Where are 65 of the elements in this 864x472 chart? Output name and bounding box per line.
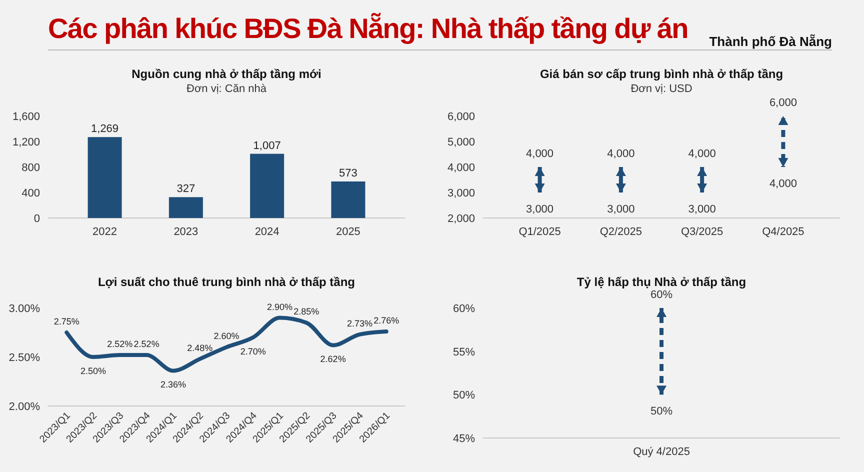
x-tick-label: Q1/2025 (518, 226, 561, 238)
chart-title: Lợi suất cho thuê trung bình nhà ở thấp tầng (98, 275, 356, 289)
data-label: 2.52% (134, 339, 160, 350)
data-label: 2.90% (267, 302, 293, 312)
bar (250, 154, 284, 218)
y-tick-label: 2.50% (8, 352, 40, 364)
annotation: 4,000 (769, 178, 797, 190)
text: Thành phố Đà Nẵng (709, 34, 832, 49)
chart-title: Giá bán sơ cấp trung bình nhà ở thấp tầng (540, 67, 784, 81)
data-label: 1,007 (253, 140, 281, 152)
data-label: 2.76% (374, 316, 400, 326)
data-label: 2.60% (214, 331, 240, 342)
chart-subtitle: Đơn vị: USD (630, 83, 692, 95)
data-label: 573 (339, 167, 358, 180)
data-label: 2.70% (240, 346, 266, 356)
y-tick-label: 3.00% (8, 303, 40, 315)
y-tick-label: 0 (34, 213, 40, 225)
bar (331, 181, 366, 218)
data-label: 2.73% (346, 318, 372, 328)
x-tick-label: 2023 (174, 226, 198, 238)
y-tick-label: 60% (452, 303, 476, 315)
y-tick-label: 400 (22, 188, 40, 200)
x-tick-label: Q3/2025 (680, 226, 724, 238)
chart-subtitle: Đơn vị: Căn nhà (186, 83, 268, 95)
x-tick-label: Q2/2025 (600, 226, 642, 238)
y-tick-label: 1,600 (12, 111, 40, 123)
y-tick-label: 2,000 (447, 213, 475, 225)
annotation: 4,000 (688, 148, 716, 160)
data-label: 2.52% (107, 339, 133, 350)
x-tick-label: Q4/2025 (762, 226, 804, 238)
y-tick-label: 4,000 (447, 162, 475, 174)
y-tick-label: 50% (452, 390, 476, 402)
annotation: 4,000 (607, 148, 635, 160)
annotation: 6,000 (769, 97, 797, 109)
bar (88, 137, 122, 218)
data-label: 2.36% (160, 380, 186, 390)
annotation: 3,000 (688, 204, 716, 216)
y-tick-label: 5,000 (447, 136, 475, 148)
data-label: 1,269 (91, 123, 119, 136)
x-tick-label: 2024 (254, 226, 280, 238)
y-tick-label: 800 (22, 162, 40, 174)
data-label: 2.85% (294, 306, 320, 317)
chart-title: Nguồn cung nhà ở thấp tầng mới (132, 67, 322, 81)
x-tick-label: 2022 (92, 226, 118, 238)
annotation: 3,000 (526, 204, 554, 216)
x-tick-label: Quý 4/2025 (633, 446, 690, 458)
text: Các phân khúc BĐS Đà Nẵng: Nhà thấp tầng dự án (48, 12, 688, 44)
y-tick-label: 45% (452, 433, 476, 445)
y-tick-label: 2.00% (8, 401, 40, 413)
y-tick-label: 1,200 (12, 136, 40, 148)
annotation: 4,000 (526, 148, 554, 160)
y-tick-label: 3,000 (447, 188, 475, 200)
annotation: 50% (650, 406, 673, 418)
data-label: 2.62% (320, 354, 346, 364)
annotation: 3,000 (607, 204, 635, 216)
x-tick-label: 2025 (336, 226, 360, 238)
text: 60% (650, 289, 673, 301)
chart-title: Tỷ lệ hấp thụ Nhà ở thấp tầng (576, 275, 746, 289)
data-label: 2.50% (80, 366, 106, 376)
y-tick-label: 6,000 (447, 111, 475, 123)
bar (168, 197, 203, 218)
data-label: 2.75% (54, 316, 80, 326)
y-tick-label: 55% (452, 346, 476, 358)
data-label: 327 (176, 183, 196, 196)
data-label: 2.48% (187, 342, 213, 353)
